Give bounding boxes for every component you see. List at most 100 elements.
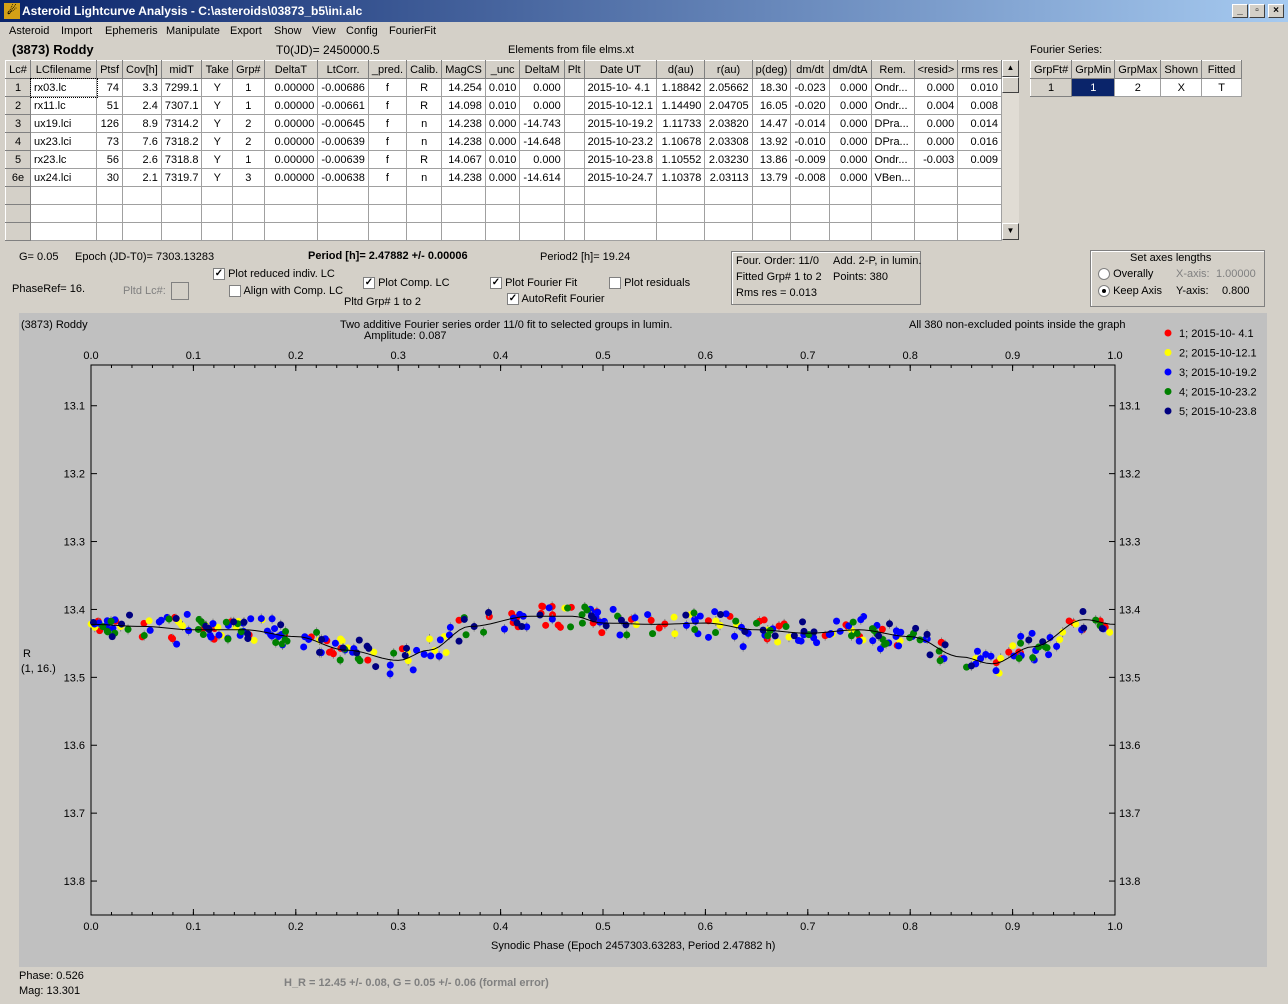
table-cell[interactable] <box>317 186 369 205</box>
table-cell[interactable]: 2015-10-12.1 <box>583 96 658 115</box>
plot-fourier-checkbox[interactable]: ✓ Plot Fourier Fit <box>490 277 578 290</box>
fourier-cell[interactable]: 1 <box>1029 78 1073 97</box>
table-cell[interactable]: Y <box>201 78 234 97</box>
table-cell[interactable]: f <box>367 96 408 115</box>
table-cell[interactable]: 0.000 <box>519 96 565 115</box>
table-cell[interactable]: Ondr... <box>870 96 915 115</box>
table-cell[interactable] <box>263 222 319 241</box>
table-cell[interactable]: 0.000 <box>828 132 872 151</box>
table-cell[interactable]: f <box>367 114 408 133</box>
table-cell[interactable]: 2.05662 <box>704 78 753 97</box>
table-cell[interactable] <box>563 78 585 97</box>
column-header[interactable]: Grp# <box>232 60 265 79</box>
table-cell[interactable] <box>232 186 265 205</box>
table-cell[interactable]: 0.000 <box>519 78 565 97</box>
table-cell[interactable]: 0.000 <box>828 78 872 97</box>
menu-config[interactable]: Config <box>346 25 378 37</box>
menu-asteroid[interactable]: Asteroid <box>9 25 50 37</box>
table-cell[interactable]: 1.10378 <box>656 168 706 187</box>
table-cell[interactable]: 16.05 <box>751 96 792 115</box>
fourier-cell[interactable]: 1 <box>1071 78 1116 97</box>
table-cell[interactable]: f <box>367 78 408 97</box>
table-cell[interactable] <box>751 186 792 205</box>
table-cell[interactable]: 1 <box>5 78 31 97</box>
table-cell[interactable]: 2015-10-19.2 <box>583 114 658 133</box>
column-header[interactable]: LCfilename <box>29 60 98 79</box>
table-cell[interactable]: 1.10552 <box>656 150 706 169</box>
table-cell[interactable]: 74 <box>96 78 124 97</box>
table-cell[interactable]: 0.010 <box>484 96 521 115</box>
table-cell[interactable]: 56 <box>96 150 124 169</box>
table-row[interactable]: 5 rx23.lc 56 2.6 7318.8 Y 1 0.00000 -0.00639 f R 14… <box>5 150 1002 169</box>
menu-fourierfit[interactable]: FourierFit <box>389 25 437 37</box>
table-cell[interactable]: DPra... <box>870 132 915 151</box>
table-cell[interactable]: -0.00686 <box>317 78 369 97</box>
table-cell[interactable]: 2015-10-23.2 <box>583 132 658 151</box>
column-header[interactable]: Cov[h] <box>122 60 162 79</box>
table-cell[interactable]: n <box>406 132 443 151</box>
table-row[interactable]: 2 rx11.lc 51 2.4 7307.1 Y 1 0.00000 -0.00661 f R 14… <box>5 96 1002 115</box>
table-cell[interactable]: 2.03230 <box>704 150 753 169</box>
plot-reduced-checkbox[interactable]: ✓ Plot reduced indiv. LC <box>213 268 335 281</box>
column-header[interactable]: Take <box>201 60 234 79</box>
table-cell[interactable] <box>563 96 585 115</box>
table-cell[interactable]: 3 <box>232 168 265 187</box>
close-button[interactable]: × <box>1268 4 1284 18</box>
table-row[interactable] <box>5 186 1002 205</box>
table-cell[interactable] <box>160 204 203 223</box>
table-cell[interactable]: 8.9 <box>122 114 162 133</box>
table-cell[interactable] <box>790 186 830 205</box>
table-cell[interactable]: 7318.8 <box>160 150 203 169</box>
table-cell[interactable] <box>957 168 1002 187</box>
table-cell[interactable]: Y <box>201 168 234 187</box>
table-cell[interactable]: 0.010 <box>957 78 1002 97</box>
table-cell[interactable] <box>160 222 203 241</box>
table-cell[interactable] <box>263 204 319 223</box>
table-cell[interactable]: 0.000 <box>913 114 959 133</box>
table-cell[interactable]: -0.00645 <box>317 114 369 133</box>
table-cell[interactable]: -0.003 <box>913 150 959 169</box>
table-cell[interactable]: 0.010 <box>484 150 521 169</box>
menu-view[interactable]: View <box>312 25 336 37</box>
column-header[interactable]: DeltaM <box>519 60 565 79</box>
table-cell[interactable] <box>263 186 319 205</box>
plot-comp-checkbox[interactable]: ✓ Plot Comp. LC <box>363 277 450 290</box>
table-cell[interactable] <box>96 204 124 223</box>
table-cell[interactable]: 2 <box>232 132 265 151</box>
table-cell[interactable] <box>5 222 31 241</box>
table-cell[interactable]: 0.004 <box>913 96 959 115</box>
table-cell[interactable]: 2 <box>5 96 31 115</box>
table-cell[interactable]: 0.009 <box>957 150 1002 169</box>
table-cell[interactable] <box>563 222 585 241</box>
table-cell[interactable]: 1.18842 <box>656 78 706 97</box>
table-cell[interactable] <box>751 222 792 241</box>
table-cell[interactable]: VBen... <box>870 168 915 187</box>
table-cell[interactable]: 2.04705 <box>704 96 753 115</box>
table-cell[interactable]: 1.14490 <box>656 96 706 115</box>
table-cell[interactable]: -0.00639 <box>317 150 369 169</box>
table-cell[interactable]: 14.238 <box>441 168 486 187</box>
column-header[interactable]: MagCS <box>441 60 486 79</box>
menu-show[interactable]: Show <box>274 25 302 37</box>
table-cell[interactable] <box>367 222 408 241</box>
column-header[interactable]: rms res <box>957 60 1002 79</box>
table-cell[interactable]: 126 <box>96 114 124 133</box>
table-cell[interactable]: Ondr... <box>870 78 915 97</box>
table-cell[interactable]: 1.10678 <box>656 132 706 151</box>
table-cell[interactable]: Y <box>201 96 234 115</box>
table-cell[interactable]: 0.000 <box>828 114 872 133</box>
table-cell[interactable]: R <box>406 78 443 97</box>
table-cell[interactable]: 0.000 <box>828 96 872 115</box>
column-header[interactable]: Rem. <box>870 60 915 79</box>
pltd-lc-spinner[interactable] <box>171 282 189 300</box>
table-cell[interactable]: 13.92 <box>751 132 792 151</box>
table-cell[interactable] <box>96 222 124 241</box>
table-cell[interactable]: 3.3 <box>122 78 162 97</box>
table-cell[interactable]: 14.098 <box>441 96 486 115</box>
table-cell[interactable] <box>122 186 162 205</box>
table-cell[interactable]: 0.00000 <box>263 114 319 133</box>
column-header[interactable]: midT <box>160 60 203 79</box>
table-cell[interactable]: 1 <box>232 78 265 97</box>
table-cell[interactable] <box>656 186 706 205</box>
